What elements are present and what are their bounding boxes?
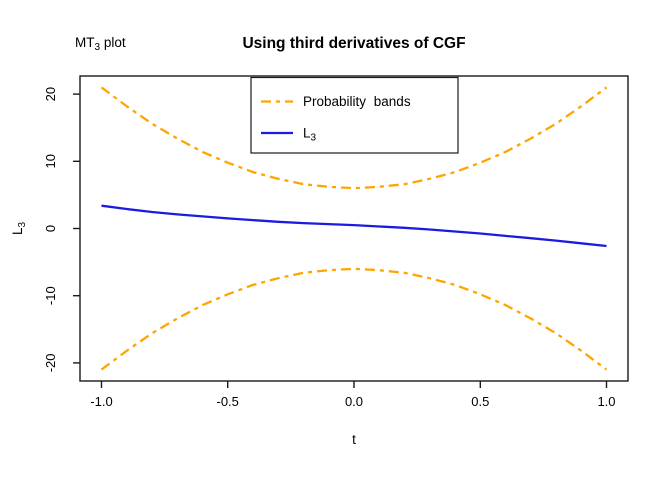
x-axis-tick-label: -1.0 bbox=[90, 394, 112, 409]
y-axis-label-pre: L bbox=[10, 227, 25, 235]
legend-label-l3-subscript: 3 bbox=[311, 133, 317, 144]
x-axis-tick-label: 1.0 bbox=[597, 394, 615, 409]
plot-type-post: plot bbox=[100, 35, 126, 50]
plot-type-pre: MT bbox=[75, 35, 95, 50]
figure-title: Using third derivatives of CGF bbox=[242, 35, 465, 52]
y-axis-tick-label: -20 bbox=[43, 354, 58, 373]
y-axis-tick-label: -10 bbox=[43, 286, 58, 305]
x-axis-tick-label: 0.5 bbox=[471, 394, 489, 409]
probability-band-upper-curve bbox=[100, 86, 608, 190]
y-axis-tick-label: 0 bbox=[43, 225, 58, 232]
legend-box bbox=[250, 76, 459, 154]
plot-type-subscript: 3 bbox=[95, 42, 101, 53]
plot-type-label: MT3 plot bbox=[75, 35, 126, 53]
y-axis-tick-label: 20 bbox=[43, 87, 58, 101]
l3-curve bbox=[101, 204, 607, 248]
probability-band-lower-curve bbox=[100, 267, 608, 371]
y-axis-tick-label: 10 bbox=[43, 154, 58, 168]
legend-label-l3-pre: L bbox=[303, 126, 311, 141]
y-axis-label: L3 bbox=[10, 222, 28, 236]
legend-label-probability-bands: Probability bands bbox=[303, 94, 411, 109]
x-axis-tick-label: -0.5 bbox=[216, 394, 238, 409]
legend-label-l3: L3 bbox=[303, 126, 317, 144]
x-axis-tick-label: 0.0 bbox=[345, 394, 363, 409]
y-axis-label-subscript: 3 bbox=[17, 222, 28, 228]
x-axis-label: t bbox=[352, 432, 356, 447]
